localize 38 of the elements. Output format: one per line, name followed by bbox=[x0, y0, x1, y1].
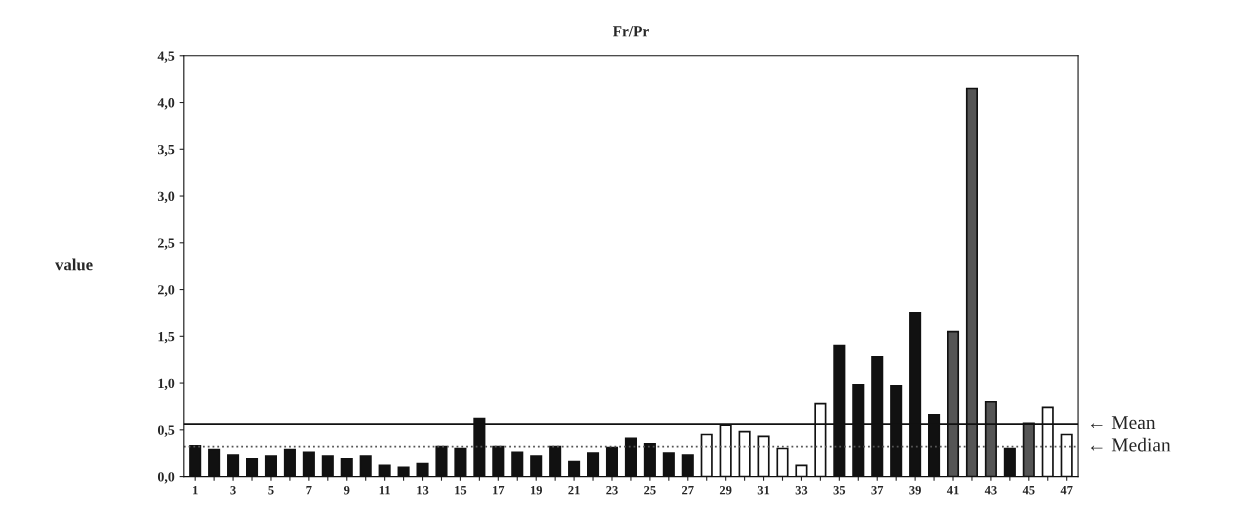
x-tick-label: 25 bbox=[644, 486, 656, 495]
y-tick-label: 1,5 bbox=[158, 331, 175, 344]
ref-line-label: ← Mean bbox=[1090, 416, 1156, 430]
x-tick-label: 13 bbox=[417, 486, 429, 495]
x-tick-label: 15 bbox=[455, 486, 467, 495]
x-tick-label: 29 bbox=[719, 486, 732, 495]
y-tick-label: 2,5 bbox=[158, 238, 175, 250]
x-tick-label: 37 bbox=[871, 486, 884, 495]
x-tick-label: 9 bbox=[343, 486, 350, 495]
x-tick-label: 47 bbox=[1060, 486, 1073, 495]
y-tick-label: 1,0 bbox=[158, 378, 175, 391]
chart-title: Fr/Pr bbox=[612, 26, 649, 37]
y-tick-label: 4,5 bbox=[157, 51, 175, 63]
ref-line-label: ← Median bbox=[1090, 437, 1171, 452]
y-tick-label: 0,0 bbox=[157, 472, 175, 484]
x-tick-label: 7 bbox=[306, 486, 312, 495]
x-tick-label: 3 bbox=[230, 486, 236, 495]
x-tick-label: 21 bbox=[568, 486, 580, 495]
x-tick-label: 27 bbox=[682, 486, 694, 495]
y-axis-title: value bbox=[55, 258, 93, 271]
x-tick-label: 23 bbox=[606, 486, 618, 495]
x-tick-label: 33 bbox=[795, 486, 808, 495]
x-tick-label: 1 bbox=[193, 486, 198, 495]
x-tick-label: 43 bbox=[984, 486, 997, 495]
x-tick-label: 45 bbox=[1022, 486, 1035, 495]
x-tick-label: 35 bbox=[833, 486, 846, 495]
y-tick-label: 4,0 bbox=[157, 98, 175, 110]
x-tick-label: 31 bbox=[757, 486, 770, 495]
y-tick-label: 0,5 bbox=[157, 425, 175, 437]
y-tick-label: 2,0 bbox=[158, 285, 175, 297]
y-tick-label: 3,0 bbox=[157, 191, 175, 204]
x-tick-label: 41 bbox=[946, 486, 959, 495]
x-tick-label: 17 bbox=[493, 486, 505, 495]
x-tick-label: 39 bbox=[909, 486, 921, 495]
x-tick-label: 5 bbox=[268, 486, 274, 495]
y-tick-label: 3,5 bbox=[157, 144, 175, 157]
x-tick-label: 11 bbox=[379, 486, 390, 495]
x-tick-label: 19 bbox=[530, 486, 543, 495]
